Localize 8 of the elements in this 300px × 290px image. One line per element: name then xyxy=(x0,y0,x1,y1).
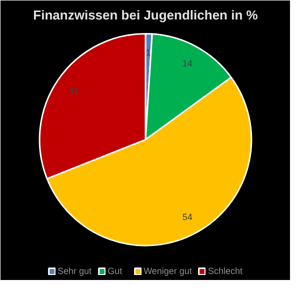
chart-title: Finanzwissen bei Jugendlichen in % xyxy=(33,8,258,22)
data-label: 31 xyxy=(68,86,79,96)
data-label: 14 xyxy=(182,58,192,68)
legend-label: Sehr gut xyxy=(58,266,92,276)
legend-label: Schlecht xyxy=(208,266,242,276)
legend-label: Weniger gut xyxy=(144,266,192,276)
legend-label: Gut xyxy=(108,266,124,276)
data-label: 54 xyxy=(182,212,192,222)
